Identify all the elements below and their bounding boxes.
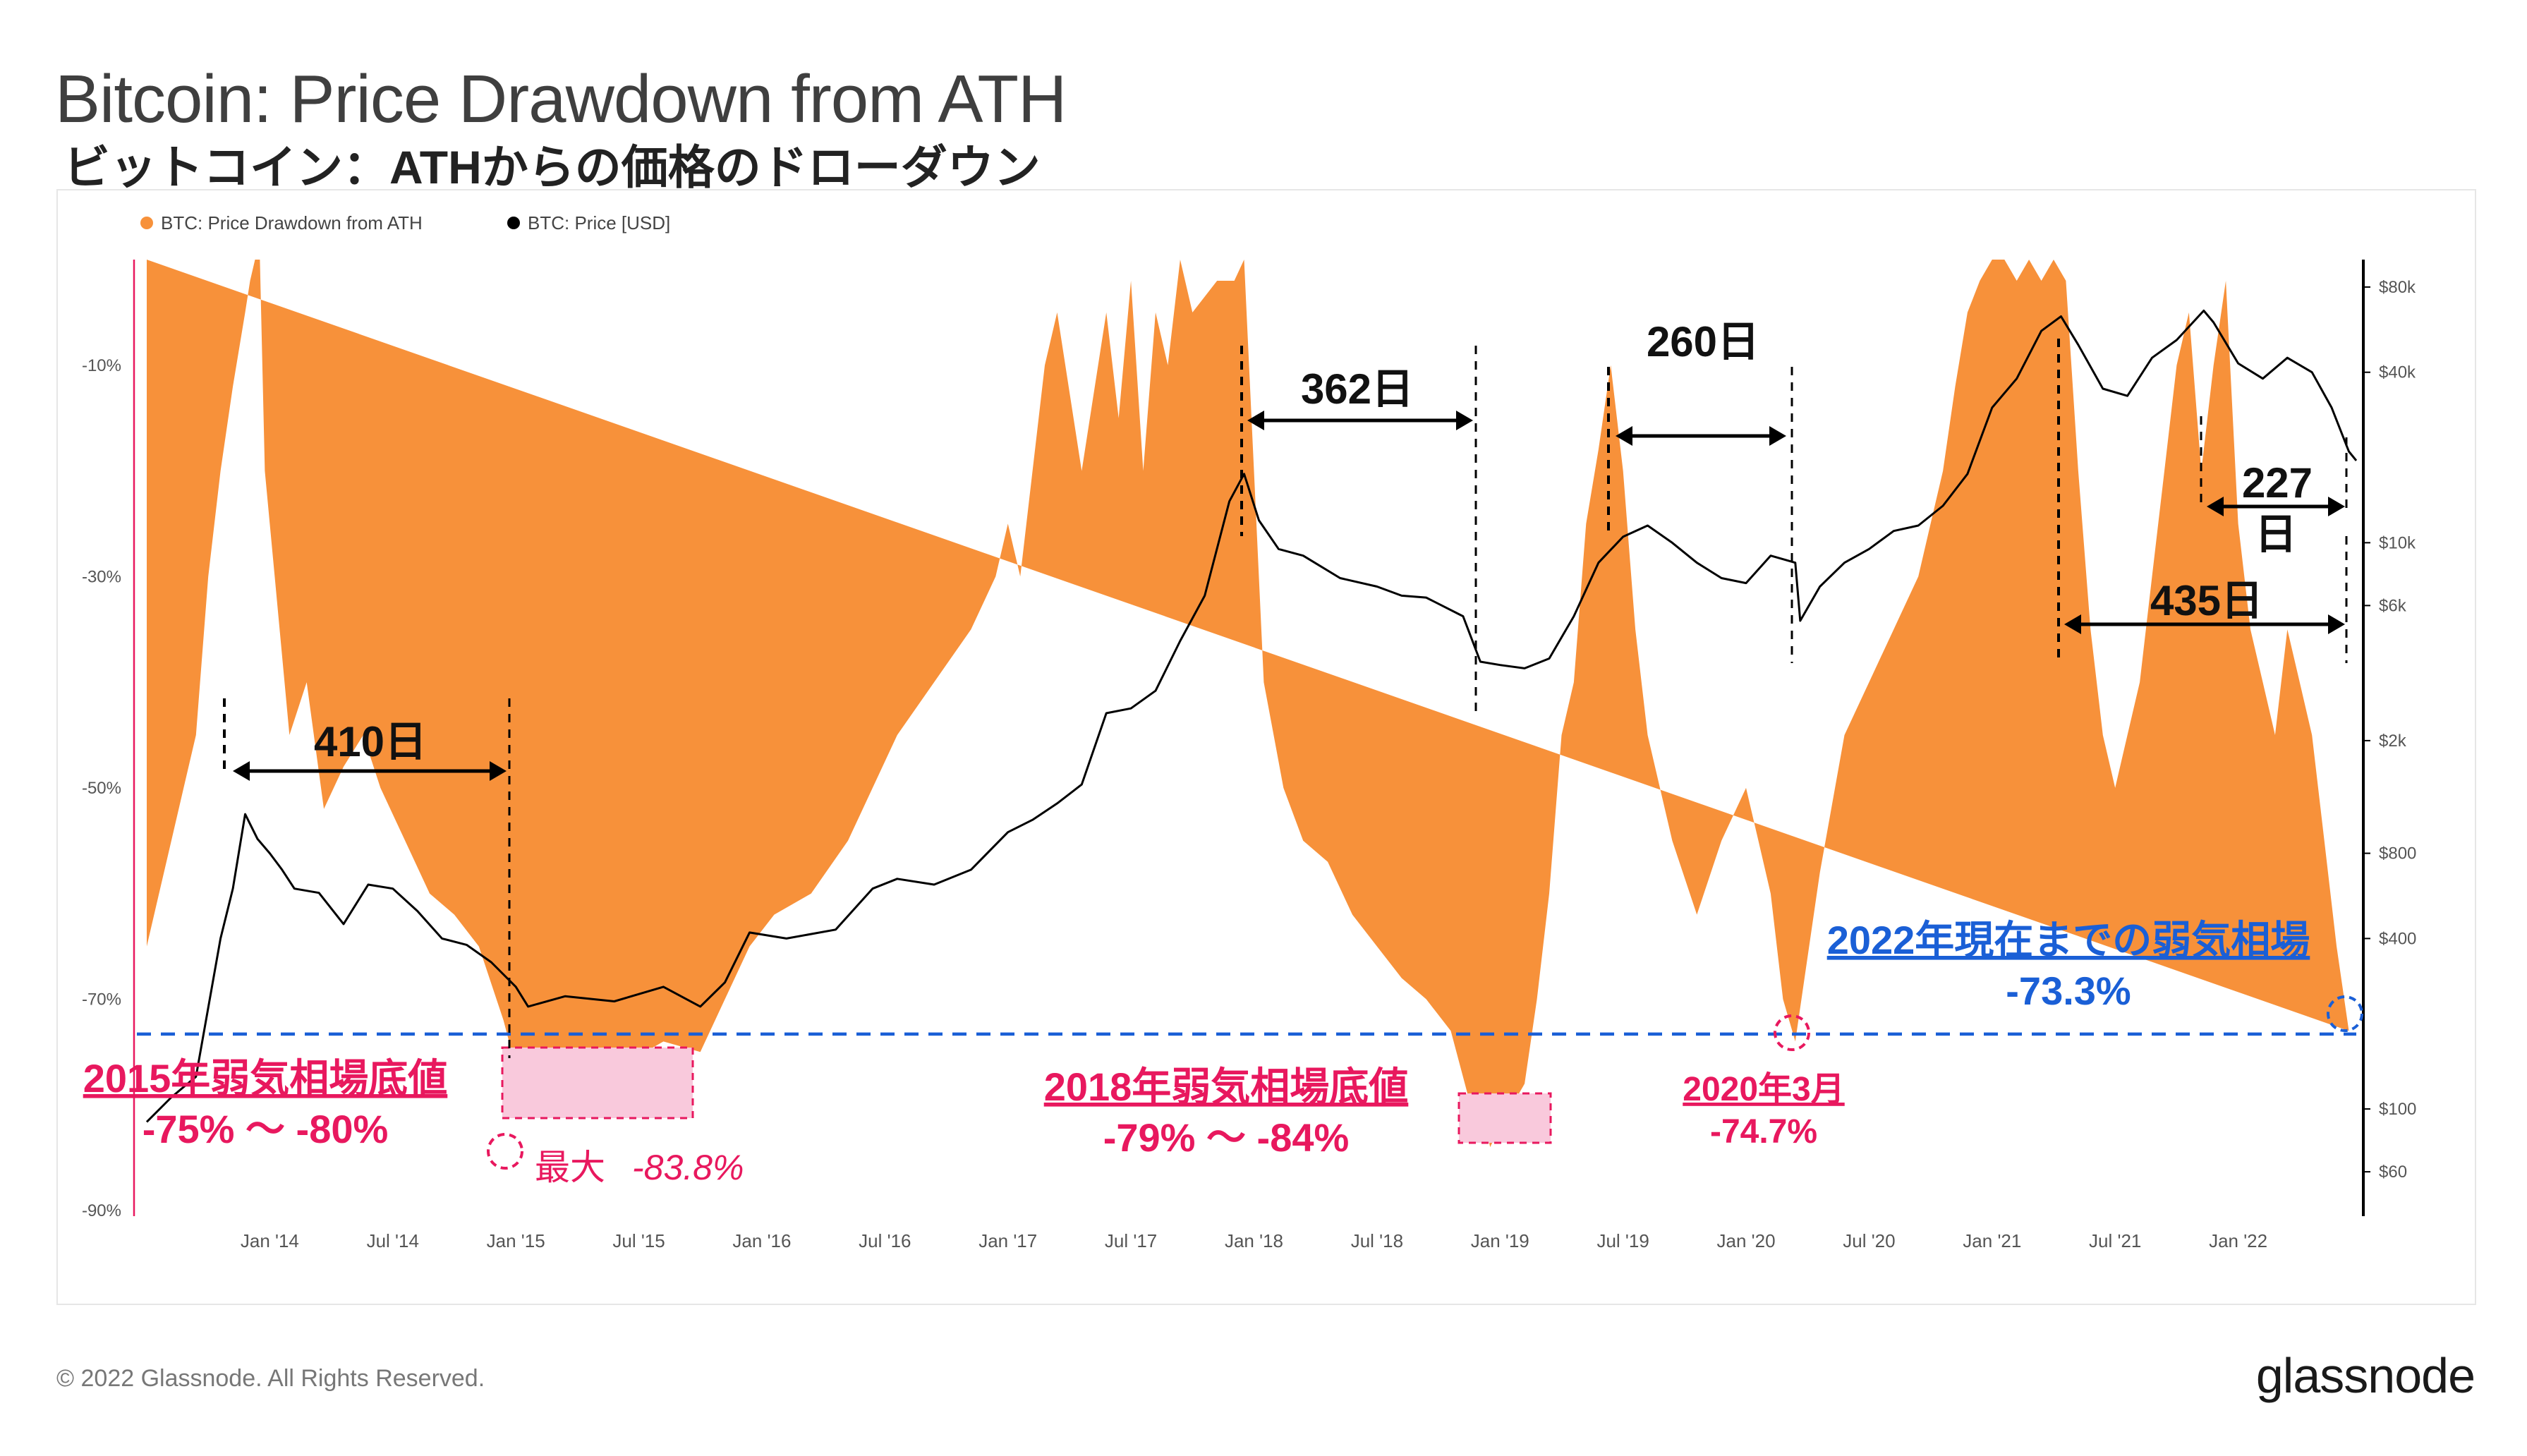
y-left-tick-label: -30% <box>82 567 121 586</box>
page-subtitle: ビットコイン：ATHからの価格のドローダウン <box>63 141 1041 193</box>
y-right-tick-label: $2k <box>2379 732 2407 751</box>
march-2020-marker <box>1774 1014 1810 1051</box>
y-left-tick-label: -10% <box>82 356 121 375</box>
march-2020-value: -74.7% <box>1710 1113 1817 1151</box>
y-left-tick-label: -50% <box>82 779 121 798</box>
x-tick-label: Jul '17 <box>1105 1230 1157 1251</box>
x-tick-label: Jan '14 <box>241 1230 299 1251</box>
bear-2022-value: -73.3% <box>2006 969 2131 1013</box>
span-227-unit-label: 日 <box>2255 511 2297 558</box>
span-410-arrow-head-right <box>490 761 507 781</box>
march-2020-label: 2020年3月 <box>1683 1071 1844 1108</box>
max-drawdown-value: -83.8% <box>632 1148 744 1187</box>
span-227-arrow-head-right <box>2328 497 2345 516</box>
x-tick-label: Jul '21 <box>2089 1230 2141 1251</box>
x-tick-label: Jul '15 <box>612 1230 665 1251</box>
y-right-tick-label: $10k <box>2379 533 2416 552</box>
y-left-tick-label: -70% <box>82 990 121 1009</box>
bear-bottom-2018-range: -79% ～ -84% <box>1103 1115 1350 1160</box>
span-227-arrow-head-left <box>2207 497 2224 516</box>
x-tick-label: Jan '16 <box>732 1230 791 1251</box>
y-right-tick-label: $6k <box>2379 596 2407 615</box>
x-tick-label: Jan '20 <box>1717 1230 1776 1251</box>
span-260-arrow-head-right <box>1769 426 1786 446</box>
bottom-zone-2015 <box>501 1046 694 1120</box>
x-tick-label: Jan '17 <box>978 1230 1037 1251</box>
legend-marker <box>140 217 153 229</box>
x-tick-label: Jul '14 <box>367 1230 419 1251</box>
page-title: Bitcoin: Price Drawdown from ATH <box>55 61 1067 137</box>
span-260-label: 260日 <box>1647 318 1759 365</box>
x-tick-label: Jul '16 <box>859 1230 911 1251</box>
bear-bottom-2018-label: 2018年弱気相場底値 <box>1044 1064 1409 1109</box>
span-410-arrow-head-left <box>233 761 250 781</box>
bear-bottom-2015-range: -75% ～ -80% <box>143 1107 389 1151</box>
chart-panel <box>56 189 2476 1305</box>
span-362-arrow-head-right <box>1456 411 1473 430</box>
bear-bottom-2015-label: 2015年弱気相場底値 <box>83 1056 448 1100</box>
x-tick-label: Jan '22 <box>2209 1230 2267 1251</box>
legend-label: BTC: Price Drawdown from ATH <box>161 212 423 233</box>
max-drawdown-2015-marker <box>487 1133 523 1170</box>
y-right-tick-label: $800 <box>2379 844 2416 863</box>
bottom-zone-2018 <box>1458 1092 1552 1144</box>
x-tick-label: Jul '18 <box>1351 1230 1403 1251</box>
y-right-tick-label: $60 <box>2379 1163 2407 1182</box>
drawdown-area <box>147 260 2349 1148</box>
current-2022-marker <box>2327 995 2363 1032</box>
span-362-label: 362日 <box>1301 365 1414 413</box>
x-tick-label: Jul '20 <box>1843 1230 1895 1251</box>
x-tick-label: Jan '19 <box>1471 1230 1529 1251</box>
glassnode-logo: glassnode <box>2255 1348 2476 1403</box>
bear-2022-label: 2022年現在までの弱気相場 <box>1827 918 2310 962</box>
y-left-tick-label: -90% <box>82 1201 121 1220</box>
span-435-arrow-head-left <box>2064 614 2081 634</box>
span-410-label: 410日 <box>314 718 427 765</box>
copyright-text: © 2022 Glassnode. All Rights Reserved. <box>56 1365 485 1392</box>
y-right-tick-label: $100 <box>2379 1100 2416 1119</box>
price-line <box>145 309 2358 1123</box>
x-tick-label: Jan '21 <box>1963 1230 2021 1251</box>
span-435-label: 435日 <box>2150 577 2263 624</box>
span-435-arrow-head-right <box>2328 614 2345 634</box>
legend-label: BTC: Price [USD] <box>528 212 670 233</box>
x-tick-label: Jul '19 <box>1596 1230 1649 1251</box>
y-right-tick-label: $400 <box>2379 929 2416 948</box>
x-tick-label: Jan '15 <box>487 1230 545 1251</box>
span-260-arrow-head-left <box>1616 426 1632 446</box>
x-tick-label: Jan '18 <box>1225 1230 1283 1251</box>
y-right-tick-label: $40k <box>2379 363 2416 382</box>
max-drawdown-label: 最大 <box>535 1148 605 1187</box>
y-right-tick-label: $80k <box>2379 278 2416 297</box>
span-362-arrow-head-left <box>1247 411 1264 430</box>
legend-marker <box>507 217 520 229</box>
span-227-label: 227 <box>2242 459 2313 506</box>
